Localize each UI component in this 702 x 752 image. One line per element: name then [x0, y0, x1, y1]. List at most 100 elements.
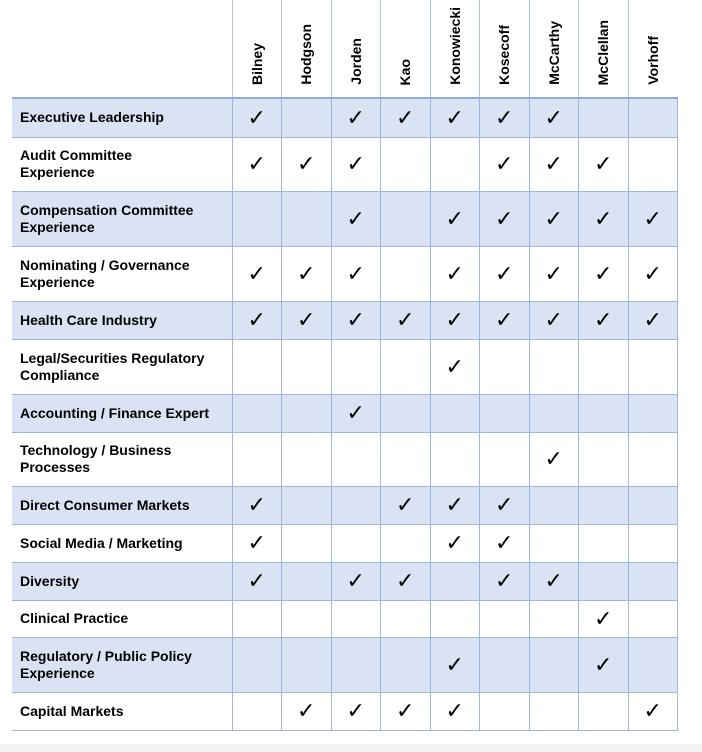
column-header: Kao	[380, 0, 430, 99]
check-cell	[627, 431, 678, 487]
check-cell: ✓	[528, 190, 579, 247]
skill-row: Clinical Practice ✓	[12, 599, 678, 638]
check-cell	[627, 485, 678, 525]
check-cell	[528, 338, 579, 395]
check-cell	[231, 599, 282, 638]
check-cell: ✓	[429, 338, 480, 395]
check-cell	[281, 636, 332, 693]
check-cell	[528, 523, 579, 563]
check-cell: ✓	[578, 245, 629, 302]
director-name: Bilney	[248, 42, 265, 85]
check-cell	[479, 431, 530, 487]
check-cell: ✓	[528, 97, 579, 138]
check-cell	[380, 190, 431, 247]
check-cell: ✓	[479, 485, 530, 525]
check-cell: ✓	[330, 136, 381, 192]
check-cell: ✓	[281, 691, 332, 731]
skill-row: Capital Markets ✓ ✓ ✓ ✓ ✓	[12, 691, 678, 731]
check-cell: ✓	[479, 561, 530, 601]
check-cell: ✓	[380, 485, 431, 525]
check-cell	[281, 431, 332, 487]
check-cell	[380, 393, 431, 433]
check-cell	[281, 485, 332, 525]
skill-label: Health Care Industry	[12, 300, 233, 340]
skill-label: Clinical Practice	[12, 599, 233, 638]
skill-row: Audit Committee Experience ✓ ✓ ✓ ✓ ✓ ✓	[12, 136, 678, 192]
director-name: Jorden	[347, 38, 364, 85]
check-cell	[380, 136, 431, 192]
skill-label: Technology / Business Processes	[12, 431, 233, 487]
director-name: Konowiecki	[446, 7, 463, 85]
corner-cell	[12, 0, 232, 99]
skill-label: Regulatory / Public Policy Experience	[12, 636, 233, 693]
check-cell	[380, 599, 431, 638]
skill-label: Capital Markets	[12, 691, 233, 731]
check-cell	[281, 97, 332, 138]
check-cell	[231, 636, 282, 693]
check-cell: ✓	[578, 300, 629, 340]
check-cell: ✓	[380, 561, 431, 601]
table-body: Executive Leadership ✓ ✓ ✓ ✓ ✓ ✓ Audit Committe…	[12, 97, 678, 731]
check-cell	[578, 97, 629, 138]
column-header: McClellan	[578, 0, 628, 99]
column-header: Hodgson	[281, 0, 331, 99]
check-cell	[281, 523, 332, 563]
header-row: Bilney Hodgson Jorden Kao Konowiecki Kosecoff…	[12, 0, 678, 99]
check-cell	[429, 431, 480, 487]
footer-strip	[0, 744, 702, 752]
check-cell	[429, 599, 480, 638]
check-cell	[528, 393, 579, 433]
check-cell: ✓	[429, 245, 480, 302]
column-header: Bilney	[231, 0, 282, 99]
check-cell: ✓	[578, 599, 629, 638]
check-cell	[429, 393, 480, 433]
check-cell	[479, 338, 530, 395]
check-cell	[578, 561, 629, 601]
column-header: McCarthy	[528, 0, 579, 99]
check-cell: ✓	[479, 97, 530, 138]
check-cell: ✓	[330, 97, 381, 138]
director-name: McClellan	[595, 19, 612, 85]
check-cell: ✓	[479, 136, 530, 192]
check-cell	[627, 97, 678, 138]
skill-row: Legal/Securities Regulatory Compliance ✓	[12, 338, 678, 395]
check-cell	[528, 485, 579, 525]
check-cell	[330, 431, 381, 487]
table-header: Bilney Hodgson Jorden Kao Konowiecki Kosecoff…	[12, 0, 678, 99]
check-cell: ✓	[578, 190, 629, 247]
check-cell	[627, 523, 678, 563]
check-cell: ✓	[528, 136, 579, 192]
check-cell	[578, 338, 629, 395]
check-cell	[330, 636, 381, 693]
check-cell	[281, 338, 332, 395]
skill-label: Accounting / Finance Expert	[12, 393, 233, 433]
matrix-container: Bilney Hodgson Jorden Kao Konowiecki Kosecoff…	[12, 0, 678, 731]
check-cell: ✓	[479, 300, 530, 340]
skill-row: Social Media / Marketing ✓ ✓ ✓	[12, 523, 678, 563]
check-cell: ✓	[528, 300, 579, 340]
check-cell	[479, 636, 530, 693]
check-cell	[231, 338, 282, 395]
check-cell	[627, 636, 678, 693]
skill-row: Regulatory / Public Policy Experience ✓ ✓	[12, 636, 678, 693]
check-cell	[578, 691, 629, 731]
check-cell: ✓	[231, 97, 282, 138]
check-cell: ✓	[429, 636, 480, 693]
check-cell: ✓	[528, 561, 579, 601]
check-cell: ✓	[231, 300, 282, 340]
check-cell: ✓	[528, 431, 579, 487]
column-header: Vorhoff	[627, 0, 678, 99]
check-cell	[380, 431, 431, 487]
check-cell: ✓	[380, 97, 431, 138]
skill-label: Nominating / Governance Experience	[12, 245, 233, 302]
check-cell: ✓	[429, 691, 480, 731]
skill-row: Technology / Business Processes ✓	[12, 431, 678, 487]
column-header: Jorden	[330, 0, 381, 99]
check-cell: ✓	[578, 636, 629, 693]
check-cell	[479, 691, 530, 731]
skill-row: Executive Leadership ✓ ✓ ✓ ✓ ✓ ✓	[12, 97, 678, 138]
check-cell: ✓	[429, 190, 480, 247]
check-cell: ✓	[330, 300, 381, 340]
check-cell	[429, 136, 480, 192]
